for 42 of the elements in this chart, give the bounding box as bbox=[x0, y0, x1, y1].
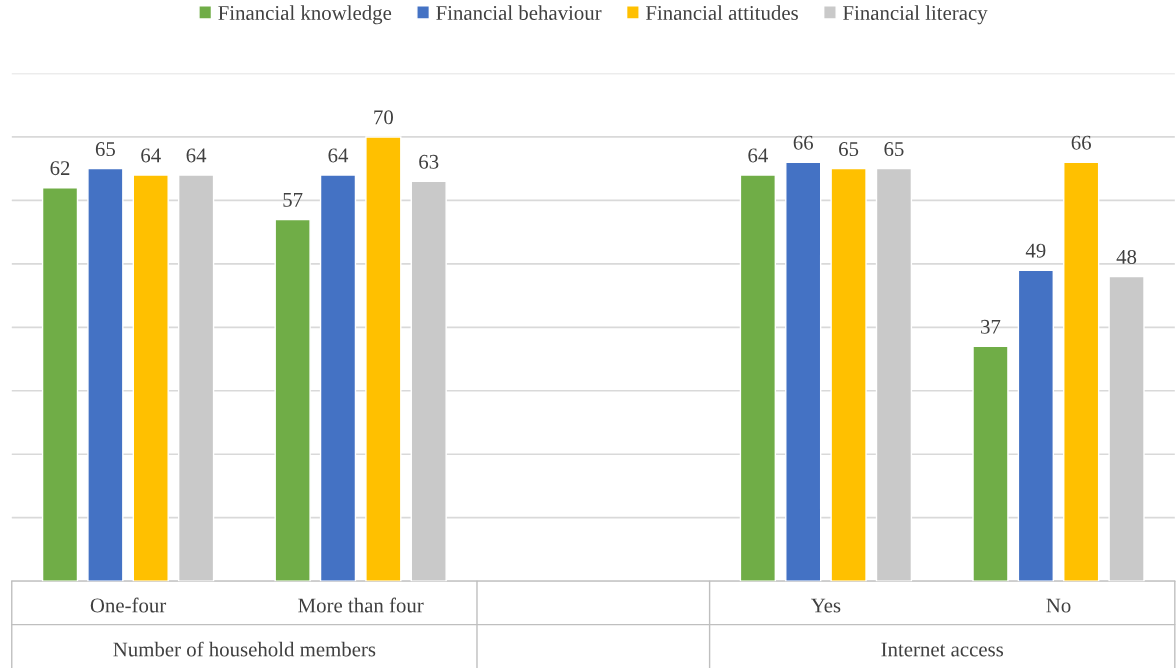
bar bbox=[177, 174, 215, 582]
bar bbox=[875, 167, 913, 582]
bar bbox=[739, 174, 777, 582]
bar bbox=[1017, 269, 1054, 582]
data-label: 64 bbox=[748, 148, 768, 163]
data-label: 65 bbox=[95, 142, 115, 157]
data-label: 64 bbox=[186, 148, 207, 163]
bar bbox=[365, 136, 402, 582]
data-label: 65 bbox=[839, 142, 859, 157]
legend-label: Financial attitudes bbox=[645, 5, 798, 20]
data-label: 63 bbox=[419, 154, 439, 169]
data-label: 66 bbox=[793, 135, 814, 150]
bar bbox=[41, 187, 79, 582]
text: Internet access bbox=[881, 642, 1004, 657]
legend-label: Financial literacy bbox=[843, 5, 988, 25]
data-label: 64 bbox=[328, 148, 349, 163]
data-label: 37 bbox=[981, 319, 1001, 334]
legend-label: Financial knowledge bbox=[218, 5, 392, 25]
data-label: 62 bbox=[50, 161, 70, 176]
bar bbox=[87, 167, 124, 582]
data-label: 48 bbox=[1116, 249, 1137, 264]
bar bbox=[972, 345, 1009, 582]
bar bbox=[319, 174, 357, 582]
x-tick-label: No bbox=[1046, 598, 1071, 613]
x-tick-label: One-four bbox=[90, 597, 167, 613]
data-label: 64 bbox=[141, 148, 161, 163]
data-label: 66 bbox=[1071, 135, 1091, 150]
data-label: 70 bbox=[374, 110, 393, 125]
x-tick-label: More than four bbox=[298, 597, 424, 613]
data-label: 65 bbox=[884, 142, 904, 157]
x-tick-label: Yes bbox=[810, 598, 841, 613]
bar bbox=[274, 218, 311, 582]
bar bbox=[830, 167, 867, 582]
bar bbox=[1108, 275, 1145, 582]
data-label: 49 bbox=[1025, 243, 1046, 258]
data-label: 57 bbox=[283, 193, 303, 207]
text: Number of household members bbox=[113, 641, 376, 657]
bar bbox=[785, 161, 822, 582]
bar bbox=[1063, 161, 1100, 582]
bar bbox=[132, 174, 169, 582]
legend-label: Financial behaviour bbox=[436, 5, 602, 20]
bar bbox=[410, 180, 447, 582]
